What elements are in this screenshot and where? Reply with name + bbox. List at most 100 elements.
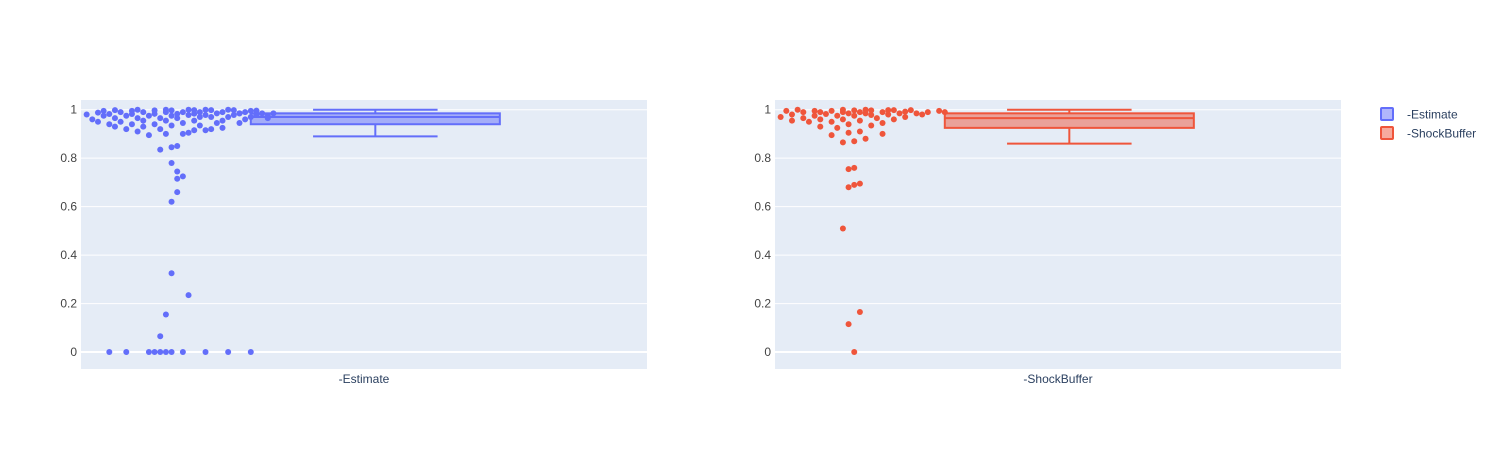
data-point-estimate <box>157 126 164 133</box>
data-point-estimate <box>168 122 175 129</box>
data-point-shockbuffer <box>851 138 858 145</box>
y-tick-label: 0 <box>70 345 77 359</box>
data-point-estimate <box>134 115 141 122</box>
data-point-shockbuffer <box>879 109 886 116</box>
data-point-estimate <box>208 113 215 120</box>
data-point-shockbuffer <box>868 107 875 114</box>
data-point-estimate <box>111 123 118 130</box>
data-point-shockbuffer <box>913 110 920 117</box>
data-point-estimate <box>134 106 141 113</box>
data-point-estimate <box>174 143 181 150</box>
data-point-shockbuffer <box>828 132 835 139</box>
data-point-shockbuffer <box>800 109 807 116</box>
data-point-shockbuffer <box>788 111 795 118</box>
data-point-estimate <box>94 118 101 125</box>
data-point-estimate <box>219 124 226 131</box>
data-point-shockbuffer <box>783 107 790 114</box>
data-point-estimate <box>100 112 107 119</box>
data-point-estimate <box>270 110 277 117</box>
data-point-estimate <box>219 117 226 124</box>
data-point-estimate <box>264 112 271 119</box>
data-point-estimate <box>123 126 130 133</box>
data-point-shockbuffer <box>839 225 846 232</box>
data-point-estimate <box>230 107 237 114</box>
data-point-shockbuffer <box>851 349 858 356</box>
data-point-estimate <box>157 115 164 122</box>
data-point-shockbuffer <box>800 115 807 122</box>
data-point-shockbuffer <box>902 113 909 120</box>
data-point-shockbuffer <box>828 118 835 125</box>
data-point-shockbuffer <box>879 130 886 137</box>
data-point-shockbuffer <box>811 112 818 119</box>
data-point-estimate <box>191 107 198 114</box>
data-point-estimate <box>111 115 118 122</box>
data-point-estimate <box>225 106 232 113</box>
data-point-estimate <box>179 349 186 356</box>
subplot-estimate: 0 0.2 0.4 0.6 0.8 1 -Estimate <box>60 100 647 386</box>
data-point-shockbuffer <box>856 180 863 187</box>
data-point-estimate <box>230 112 237 119</box>
data-point-shockbuffer <box>907 107 914 114</box>
y-tick-label: 0.2 <box>754 297 771 311</box>
data-point-shockbuffer <box>868 112 875 119</box>
data-point-estimate <box>179 173 186 180</box>
y-tick-label: 0.8 <box>754 151 771 165</box>
y-tick-label: 0.6 <box>60 200 77 214</box>
legend: -Estimate -ShockBuffer <box>1380 107 1476 141</box>
data-point-shockbuffer <box>788 117 795 124</box>
data-point-estimate <box>202 127 209 134</box>
data-point-shockbuffer <box>845 121 852 128</box>
data-point-shockbuffer <box>811 107 818 114</box>
y-tick-label: 0.8 <box>60 151 77 165</box>
data-point-estimate <box>145 112 152 119</box>
x-category-label-estimate: -Estimate <box>339 372 390 386</box>
data-point-shockbuffer <box>856 128 863 135</box>
plot-background <box>775 100 1341 369</box>
data-point-estimate <box>191 117 198 124</box>
data-point-shockbuffer <box>896 110 903 117</box>
data-point-estimate <box>128 107 135 114</box>
subplot-shockbuffer: 0 0.2 0.4 0.6 0.8 1 -ShockBuffer <box>754 100 1341 386</box>
data-point-shockbuffer <box>834 112 841 119</box>
data-point-estimate <box>253 107 260 114</box>
data-point-shockbuffer <box>822 111 829 118</box>
data-point-estimate <box>213 110 220 117</box>
data-point-estimate <box>242 109 249 116</box>
legend-item-shockbuffer[interactable]: -ShockBuffer <box>1380 126 1476 141</box>
data-point-shockbuffer <box>862 106 869 113</box>
data-point-estimate <box>247 113 254 120</box>
data-point-estimate <box>196 113 203 120</box>
y-tick-label: 0.4 <box>754 248 771 262</box>
legend-item-estimate[interactable]: -Estimate <box>1380 107 1458 122</box>
data-point-estimate <box>111 107 118 114</box>
data-point-estimate <box>145 349 152 356</box>
data-point-estimate <box>174 115 181 122</box>
data-point-estimate <box>106 121 113 128</box>
data-point-shockbuffer <box>885 107 892 114</box>
data-point-estimate <box>168 144 175 151</box>
data-point-estimate <box>162 117 169 124</box>
data-point-estimate <box>174 110 181 117</box>
data-point-estimate <box>236 120 243 127</box>
data-point-estimate <box>236 110 243 117</box>
data-point-shockbuffer <box>845 184 852 191</box>
y-tick-label: 0.6 <box>754 200 771 214</box>
data-point-shockbuffer <box>845 166 852 173</box>
data-point-estimate <box>162 130 169 137</box>
data-point-estimate <box>179 130 186 137</box>
data-point-shockbuffer <box>868 122 875 129</box>
data-point-estimate <box>117 118 124 125</box>
data-point-estimate <box>174 175 181 182</box>
data-point-shockbuffer <box>890 116 897 123</box>
data-point-estimate <box>134 128 141 135</box>
data-point-estimate <box>168 198 175 205</box>
data-point-shockbuffer <box>856 109 863 116</box>
data-point-estimate <box>106 349 113 356</box>
data-point-estimate <box>179 120 186 127</box>
data-point-estimate <box>191 127 198 134</box>
data-point-estimate <box>253 112 260 119</box>
data-point-estimate <box>202 349 209 356</box>
data-point-shockbuffer <box>834 124 841 131</box>
data-point-shockbuffer <box>777 113 784 120</box>
data-point-shockbuffer <box>845 321 852 328</box>
